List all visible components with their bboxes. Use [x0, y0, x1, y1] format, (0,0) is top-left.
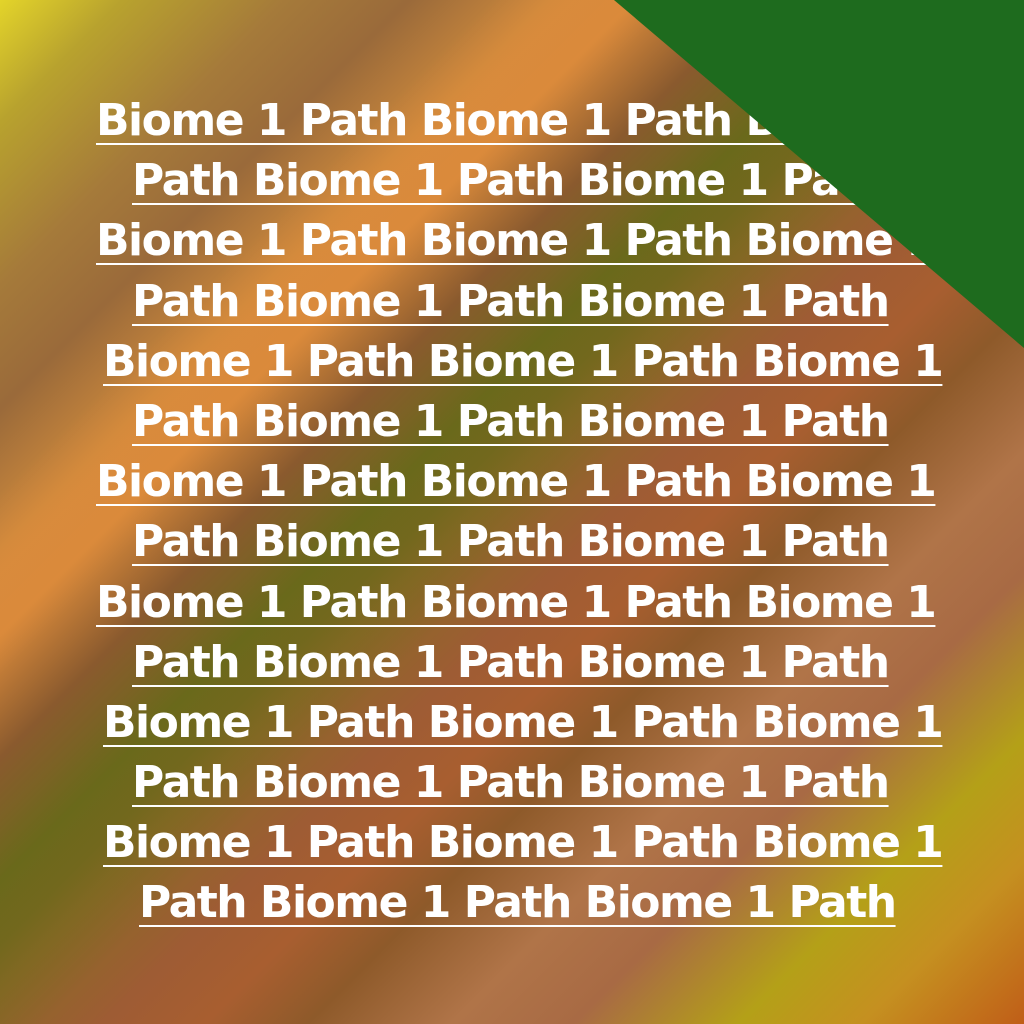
- text-line: Biome 1 Path Biome 1 Path Biome 1: [96, 215, 937, 267]
- text-line: Biome 1 Path Biome 1 Path Biome 1: [96, 576, 937, 628]
- text-line: Biome 1 Path Biome 1 Path Biome 1: [103, 817, 944, 869]
- text-line: Biome 1 Path Biome 1 Path Biome 1: [103, 335, 944, 387]
- text-line: Path Biome 1 Path Biome 1 Path: [132, 636, 890, 688]
- repeated-text-block: Biome 1 Path Biome 1 Path Biome 1 Path B…: [96, 92, 944, 935]
- text-line: Biome 1 Path Biome 1 Path Biome 1: [103, 696, 944, 748]
- text-line: Path Biome 1 Path Biome 1 Path: [132, 275, 890, 327]
- text-line: Path Biome 1 Path Biome 1 Path: [139, 877, 897, 929]
- text-line: Path Biome 1 Path Biome 1 Path: [132, 757, 890, 809]
- text-line: Path Biome 1 Path Biome 1 Path: [132, 516, 890, 568]
- text-line: Path Biome 1 Path Biome 1 Path: [132, 395, 890, 447]
- text-line: Path Biome 1 Path Biome 1 Path: [132, 155, 890, 207]
- text-line: Biome 1 Path Biome 1 Path Biome 1: [96, 456, 937, 508]
